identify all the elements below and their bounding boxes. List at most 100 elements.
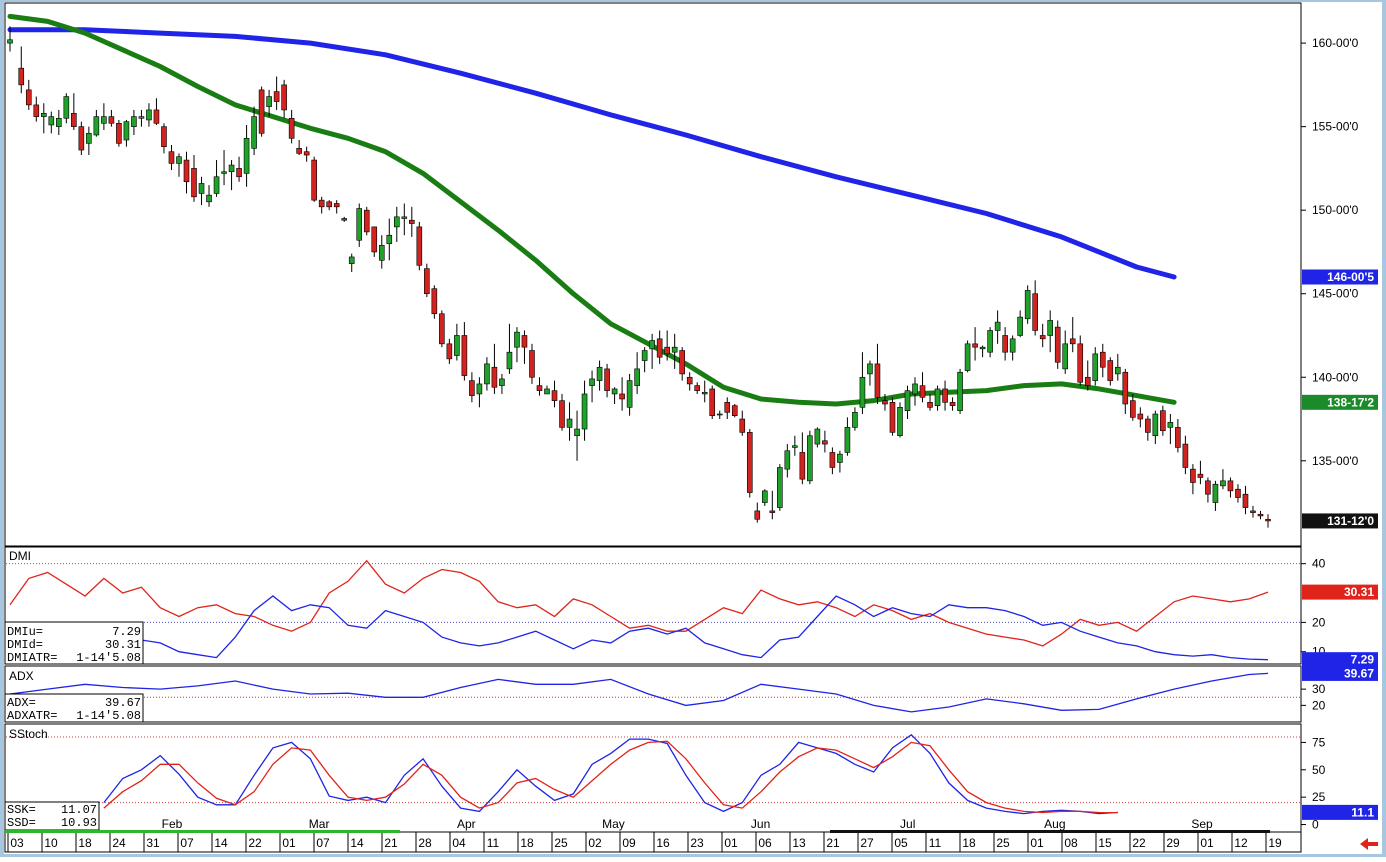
adx-panel-frame — [4, 665, 1302, 723]
candle-body-down — [303, 151, 310, 156]
scroll-indicator-dark — [830, 830, 1270, 833]
price-panel-frame — [4, 2, 1302, 547]
candle-body-up — [206, 194, 212, 203]
candlestick — [852, 407, 858, 431]
candle-body-down — [1032, 293, 1038, 331]
month-label: Aug — [1044, 817, 1065, 831]
candle-body-up — [198, 183, 205, 194]
candle-body-down — [326, 201, 332, 208]
price-axis-tick-label: 140-00'0 — [1312, 370, 1359, 384]
candlestick — [258, 86, 265, 137]
candle-body-up — [1024, 290, 1031, 320]
candlestick — [176, 153, 182, 177]
candle-body-up — [544, 388, 550, 395]
candlestick — [116, 119, 122, 147]
candlestick — [1250, 505, 1256, 518]
candle-body-down — [371, 226, 378, 253]
candlestick — [1160, 405, 1166, 436]
ssk-line — [103, 733, 1118, 815]
candlestick — [814, 427, 821, 448]
candlestick — [1130, 393, 1136, 421]
candle-body-up — [393, 216, 400, 228]
candle-body-up — [626, 380, 633, 408]
day-label: 10 — [44, 836, 58, 850]
candle-body-down — [529, 350, 535, 378]
price-value-tag — [1302, 269, 1378, 285]
candle-body-up — [671, 346, 678, 353]
candlestick — [499, 373, 505, 394]
candlestick — [694, 382, 701, 394]
candlestick — [619, 377, 625, 411]
candle-body-down — [972, 343, 978, 348]
month-label: May — [602, 817, 625, 831]
day-label: 18 — [78, 836, 92, 850]
candlestick — [822, 430, 828, 453]
dmiatr-label: DMIATR= — [7, 651, 57, 665]
candle-body-down — [919, 385, 926, 398]
candlestick — [784, 444, 791, 478]
stoch-axis-tick-label: 50 — [1312, 763, 1326, 777]
day-label: 25 — [996, 836, 1010, 850]
candlestick — [416, 221, 423, 271]
dmiu-line — [9, 595, 1269, 661]
adx-value-tag — [1302, 665, 1378, 681]
left-arrow-icon[interactable] — [1360, 838, 1378, 850]
candlestick — [686, 372, 693, 391]
candlestick — [491, 343, 498, 394]
candle-body-up — [814, 428, 821, 445]
candlestick — [1009, 335, 1016, 361]
candlestick — [303, 146, 310, 162]
candle-body-down — [1190, 468, 1196, 483]
candlestick — [919, 372, 926, 403]
candle-body-down — [1242, 493, 1249, 508]
candlestick — [296, 140, 302, 156]
candlestick — [709, 385, 716, 420]
candle-body-up — [634, 368, 640, 386]
adxatr-value: 1-14'5.08 — [76, 709, 141, 723]
candlestick — [574, 410, 580, 461]
candlestick — [536, 377, 543, 396]
candle-body-down — [191, 168, 197, 198]
candle-body-up — [641, 350, 648, 361]
dmi-value-tag-label: 30.31 — [1344, 585, 1374, 599]
candlestick — [356, 203, 363, 247]
candle-body-up — [386, 234, 393, 244]
candle-body-up — [228, 164, 235, 173]
adx-label: ADX= — [7, 696, 36, 710]
candle-body-down — [1130, 400, 1136, 418]
candlestick — [1212, 480, 1219, 511]
candle-body-down — [273, 91, 280, 102]
candlestick — [987, 327, 993, 358]
candlestick — [183, 151, 190, 194]
day-label: 16 — [656, 836, 670, 850]
dmid-line — [9, 559, 1269, 647]
candlestick — [799, 432, 806, 485]
day-label: 11 — [929, 836, 942, 850]
stoch-value-tag-label: 11.1 — [1351, 805, 1374, 819]
candle-body-up — [1062, 343, 1069, 370]
candle-body-down — [416, 226, 423, 266]
candlestick — [1114, 353, 1121, 381]
candlestick — [1190, 464, 1196, 495]
candle-body-down — [168, 151, 175, 164]
candlestick — [559, 393, 565, 431]
candle-body-down — [604, 368, 610, 391]
dmiu-value: 7.29 — [112, 625, 141, 639]
candlestick — [78, 121, 85, 156]
candlestick — [288, 109, 295, 144]
candle-body-up — [957, 371, 963, 411]
candle-body-down — [619, 393, 625, 400]
candlestick — [1092, 347, 1099, 386]
candlestick — [469, 372, 475, 403]
day-label: 07 — [180, 836, 194, 850]
candle-body-down — [829, 452, 836, 468]
candle-body-down — [664, 346, 670, 355]
candlestick — [544, 385, 550, 395]
candlestick — [1227, 477, 1234, 498]
candle-body-down — [431, 288, 438, 315]
candlestick — [146, 103, 152, 127]
candle-body-up — [93, 116, 100, 136]
candle-body-down — [424, 268, 430, 295]
adxatr-label: ADXATR= — [7, 709, 57, 723]
candlestick — [611, 387, 618, 404]
